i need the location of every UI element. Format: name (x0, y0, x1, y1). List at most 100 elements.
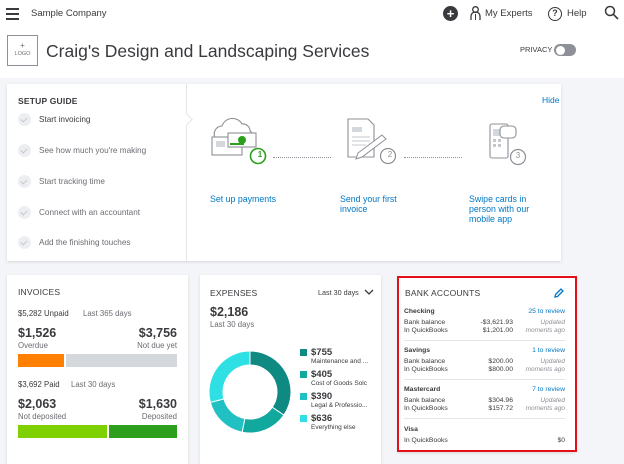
not-due-label: Not due yet (137, 341, 177, 350)
send-first-invoice-link[interactable]: Send your first invoice (340, 194, 397, 214)
quickbooks-balance-value: $800.00 (488, 366, 513, 373)
quickbooks-balance-value: $0 (557, 437, 565, 444)
bank-balance-value: $200.00 (488, 358, 513, 365)
chevron-down-icon (364, 289, 374, 295)
donut-slice-0[interactable] (249, 350, 292, 416)
logo-upload[interactable]: + LOGO (7, 35, 38, 66)
unpaid-bar (18, 354, 177, 367)
business-name: Craig's Design and Landscaping Services (46, 41, 370, 61)
account-name-savings[interactable]: Savings (404, 347, 431, 354)
expenses-period-dropdown[interactable]: Last 30 days (318, 288, 374, 297)
bank-accounts-card (398, 275, 576, 452)
help-button[interactable]: ? Help (548, 5, 587, 22)
legend-swatch (300, 371, 307, 378)
bank-balance-label: Bank balance (404, 358, 446, 365)
privacy-label: PRIVACY (520, 45, 553, 54)
donut-slice-1[interactable] (241, 406, 285, 434)
updated-status: Updated moments ago (525, 319, 565, 334)
setup-guide-title: SETUP GUIDE (18, 96, 78, 106)
not-deposited-bar-segment[interactable] (18, 425, 107, 438)
payments-illustration-icon (211, 117, 267, 165)
paid-period: Last 30 days (71, 380, 116, 389)
account-divider (404, 379, 565, 380)
quickbooks-balance-label: In QuickBooks (404, 327, 448, 334)
review-link-mastercard[interactable]: 7 to review (532, 386, 565, 393)
expenses-title: EXPENSES (210, 288, 258, 298)
quickbooks-balance-label: In QuickBooks (404, 437, 448, 444)
quickbooks-balance-value: $157.72 (488, 405, 513, 412)
setup-step-tracking-time[interactable]: Start tracking time (18, 175, 105, 188)
legend-item[interactable]: $636 Everything else (300, 413, 378, 431)
expenses-total: $2,186 (210, 305, 249, 319)
hide-setup-link[interactable]: Hide (542, 95, 560, 105)
unpaid-period: Last 365 days (83, 309, 132, 318)
mobile-app-link[interactable]: Swipe cards in person with our mobile ap… (469, 194, 530, 224)
deposited-value[interactable]: $1,630 (138, 397, 177, 411)
legend-swatch (300, 393, 307, 400)
setup-step-see-earnings[interactable]: See how much you're making (18, 144, 146, 157)
legend-amount: $405 (311, 369, 333, 380)
setup-step-finishing-touches[interactable]: Add the finishing touches (18, 236, 131, 249)
legend-item[interactable]: $390 Legal & Professio... (300, 391, 378, 409)
help-icon: ? (548, 6, 562, 21)
account-name-visa[interactable]: Visa (404, 426, 418, 433)
not-deposited-value[interactable]: $2,063 (18, 397, 57, 411)
legend-item[interactable]: $405 Cost of Goods Solc (300, 369, 378, 387)
privacy-toggle[interactable] (554, 44, 576, 56)
step-check-icon (18, 175, 31, 188)
account-name-checking[interactable]: Checking (404, 308, 435, 315)
menu-icon[interactable] (6, 8, 19, 20)
company-name: Sample Company (31, 8, 107, 19)
set-up-payments-link[interactable]: Set up payments (210, 194, 277, 204)
review-link-savings[interactable]: 1 to review (532, 347, 565, 354)
legend-item[interactable]: $755 Maintenance and ... (300, 347, 378, 365)
overdue-bar-segment[interactable] (18, 354, 64, 367)
donut-slice-2[interactable] (209, 398, 246, 433)
my-experts-label: My Experts (485, 8, 533, 19)
setup-step-connect-accountant[interactable]: Connect with an accountant (18, 206, 140, 219)
step-connector (273, 157, 331, 158)
account-name-mastercard[interactable]: Mastercard (404, 386, 441, 393)
bank-accounts-title: BANK ACCOUNTS (405, 288, 481, 298)
deposited-bar-segment[interactable] (108, 425, 177, 438)
expenses-legend: $755 Maintenance and ... $405 Cost of Good… (300, 347, 378, 431)
deposited-label: Deposited (141, 412, 177, 421)
review-link-checking[interactable]: 25 to review (528, 308, 565, 315)
legend-amount: $755 (311, 347, 333, 358)
company-header (0, 28, 624, 78)
paid-bar (18, 425, 177, 438)
overdue-label: Overdue (18, 341, 48, 350)
bank-balance-label: Bank balance (404, 319, 446, 326)
search-icon[interactable] (604, 5, 619, 20)
bank-balance-value: $304.96 (488, 397, 513, 404)
create-plus-icon[interactable]: + (443, 6, 458, 21)
not-due-value[interactable]: $3,756 (138, 326, 177, 340)
legend-amount: $390 (311, 391, 333, 402)
setup-step-start-invoicing[interactable]: Start invoicing (18, 113, 90, 126)
expenses-total-period: Last 30 days (210, 320, 255, 329)
step-number-3: 3 (515, 151, 521, 160)
updated-status: Updated moments ago (525, 358, 565, 373)
my-experts-button[interactable]: My Experts (470, 5, 533, 22)
not-due-bar-segment[interactable] (65, 354, 177, 367)
invoices-title: INVOICES (18, 287, 61, 297)
quickbooks-balance-label: In QuickBooks (404, 405, 448, 412)
legend-amount: $636 (311, 413, 333, 424)
person-icon (470, 6, 481, 20)
not-deposited-label: Not deposited (18, 412, 67, 421)
expenses-period-label: Last 30 days (318, 288, 359, 297)
step-check-icon (18, 144, 31, 157)
edit-pencil-icon[interactable] (554, 288, 564, 298)
setup-guide-card (7, 84, 561, 261)
highlight-outline (397, 276, 577, 452)
account-divider (404, 418, 565, 419)
logo-label: LOGO (14, 51, 31, 57)
legend-label: Everything else (311, 424, 356, 431)
donut-slice-3[interactable] (208, 350, 251, 404)
unpaid-amount: $5,282 Unpaid (18, 309, 69, 318)
logo-plus-icon: + (20, 41, 25, 50)
expenses-donut-chart (208, 350, 292, 434)
setup-divider (186, 84, 187, 261)
overdue-value[interactable]: $1,526 (18, 326, 57, 340)
step-check-icon (18, 206, 31, 219)
